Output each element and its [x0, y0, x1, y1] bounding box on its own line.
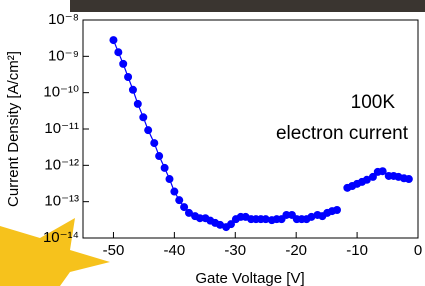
x-tick-label: -10: [346, 242, 368, 259]
data-point: [175, 196, 183, 204]
y-tick-label: 10⁻⁹: [48, 47, 79, 64]
y-axis-label: Current Density [A/cm²]: [5, 51, 22, 207]
data-point: [114, 48, 122, 56]
x-tick-label: -40: [164, 242, 186, 259]
y-tick-label: 10⁻¹¹: [44, 120, 79, 137]
data-point: [124, 73, 132, 81]
data-point: [405, 175, 413, 183]
data-point: [119, 60, 127, 68]
annotation: electron current: [276, 123, 409, 144]
data-point: [165, 175, 173, 183]
y-tick-label: 10⁻¹⁰: [43, 84, 79, 101]
x-tick-label: -30: [224, 242, 246, 259]
photo-strip: [70, 0, 425, 12]
data-point: [161, 164, 169, 172]
y-tick-label: 10⁻⁸: [48, 11, 79, 28]
data-point: [129, 86, 137, 94]
data-point: [109, 36, 117, 44]
data-point: [144, 126, 152, 134]
data-point: [333, 206, 341, 214]
data-point: [155, 152, 163, 160]
x-tick-label: -20: [285, 242, 307, 259]
annotation: 100K: [351, 92, 396, 113]
x-tick-label: 0: [414, 242, 422, 259]
y-tick-label: 10⁻¹⁴: [43, 229, 79, 246]
y-tick-label: 10⁻¹²: [44, 156, 79, 173]
data-point: [134, 100, 142, 108]
chart: Gate Voltage [V] Current Density [A/cm²]…: [0, 0, 425, 286]
x-axis-label: Gate Voltage [V]: [195, 270, 304, 286]
data-point: [170, 188, 178, 196]
data-point: [150, 139, 158, 147]
data-point: [139, 113, 147, 121]
x-tick-label: -50: [103, 242, 125, 259]
y-tick-label: 10⁻¹³: [44, 193, 79, 210]
